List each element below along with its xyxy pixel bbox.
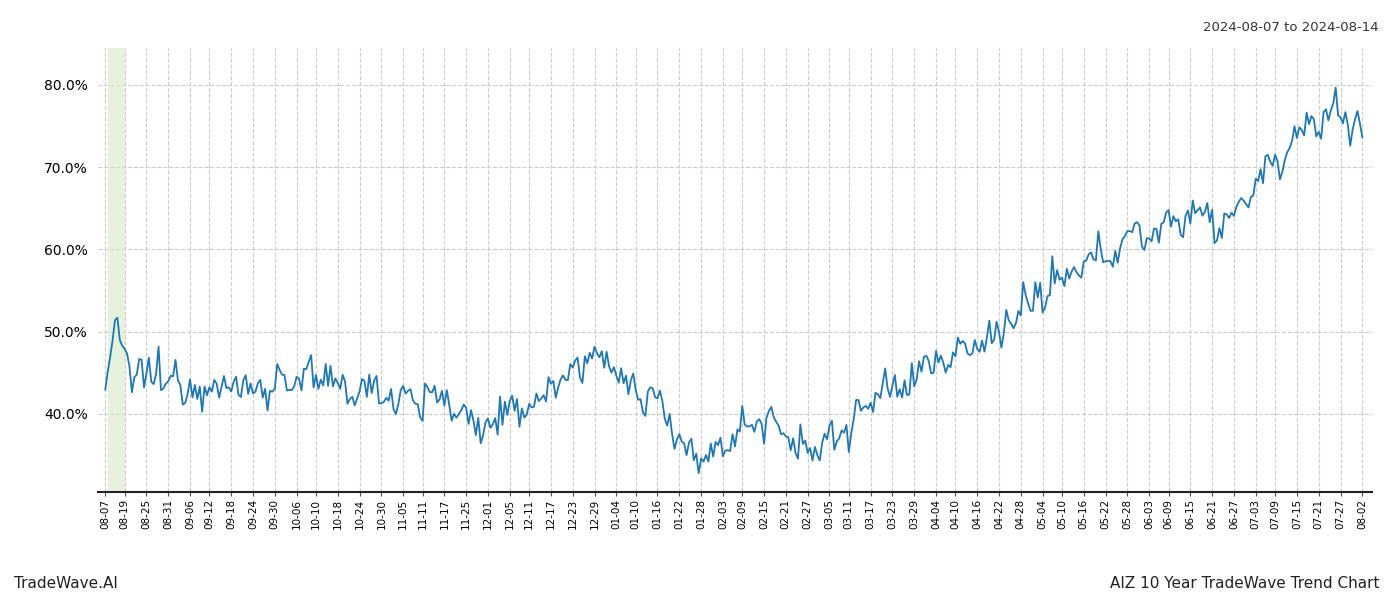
Text: TradeWave.AI: TradeWave.AI <box>14 576 118 591</box>
Text: AIZ 10 Year TradeWave Trend Chart: AIZ 10 Year TradeWave Trend Chart <box>1109 576 1379 591</box>
Bar <box>108 48 125 492</box>
Text: 2024-08-07 to 2024-08-14: 2024-08-07 to 2024-08-14 <box>1204 21 1379 34</box>
